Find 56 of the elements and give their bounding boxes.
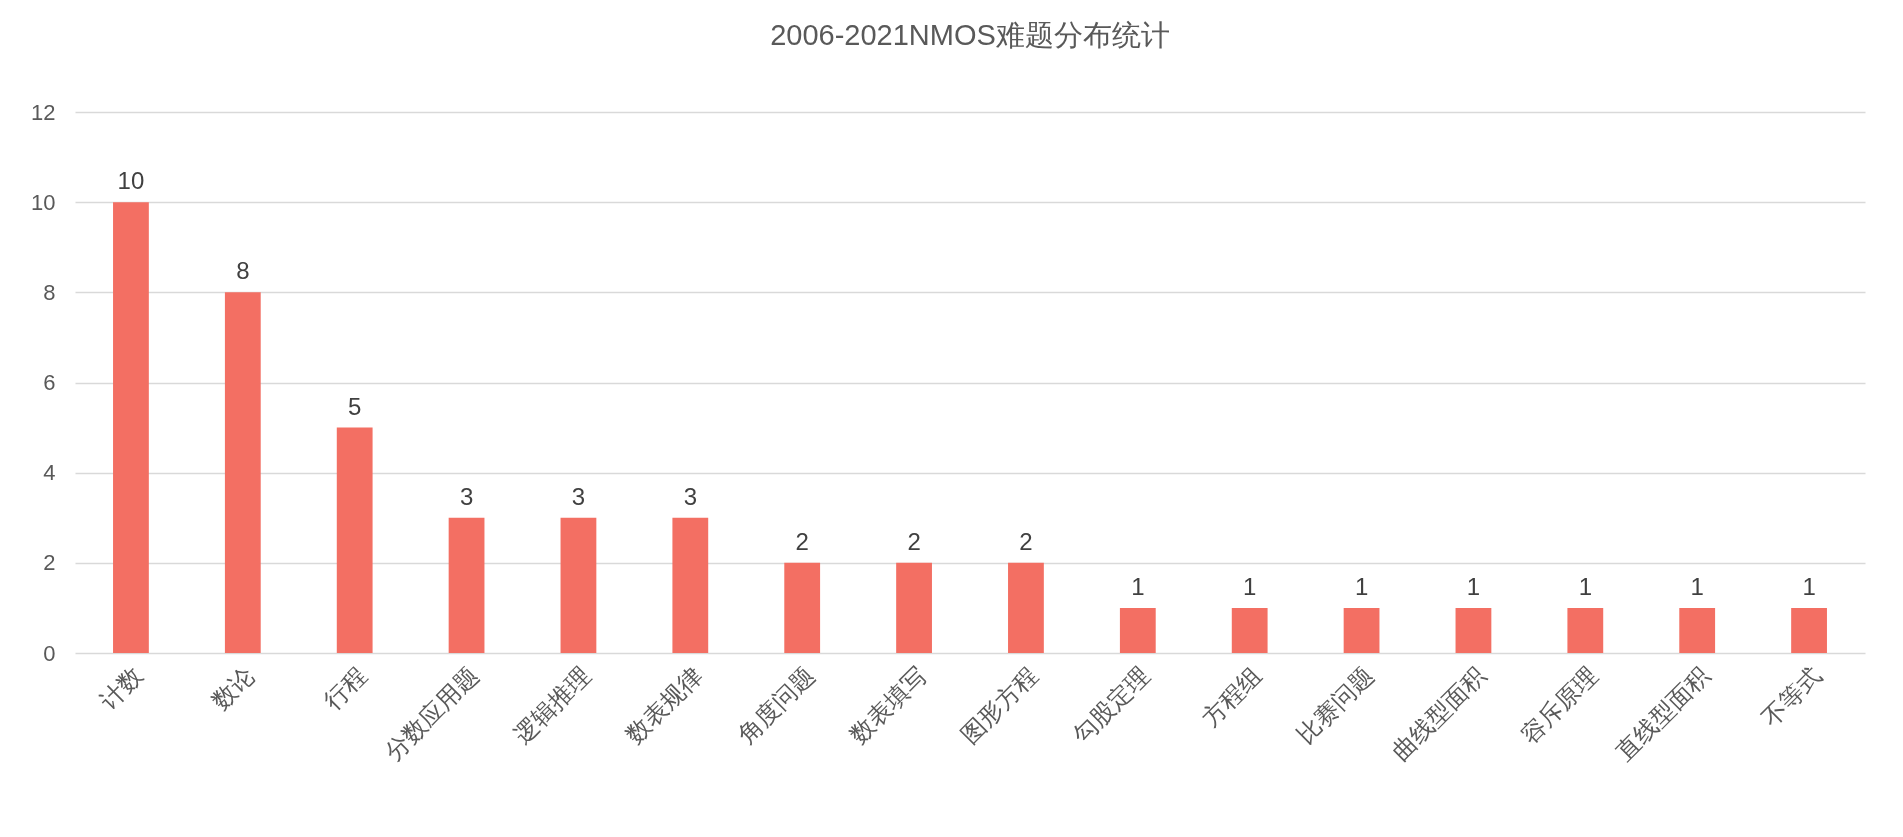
bar <box>672 517 709 653</box>
x-tick-label: 行程 <box>318 661 372 715</box>
x-tick-label: 不等式 <box>1756 661 1827 732</box>
data-label: 10 <box>117 167 145 195</box>
x-tick-label: 方程组 <box>1196 661 1267 732</box>
bar <box>1455 607 1492 653</box>
x-tick-label: 直线型面积 <box>1610 661 1715 766</box>
bar <box>224 292 261 653</box>
x-tick-label: 数表填写 <box>844 661 932 749</box>
y-tick-label: 0 <box>43 640 56 666</box>
data-label: 3 <box>683 482 697 510</box>
data-label: 2 <box>1019 527 1033 555</box>
y-tick-label: 6 <box>43 370 56 395</box>
data-label: 3 <box>571 482 586 510</box>
bar <box>1008 562 1044 653</box>
data-label: 3 <box>459 482 474 510</box>
bar <box>448 517 485 653</box>
x-tick-label: 数论 <box>206 661 260 715</box>
y-tick-label: 12 <box>31 99 56 125</box>
bar <box>1679 607 1716 653</box>
data-label: 1 <box>1466 572 1481 600</box>
y-tick-label: 10 <box>31 189 56 215</box>
bar <box>1791 607 1827 653</box>
bar <box>1119 607 1156 653</box>
data-label: 8 <box>236 257 250 285</box>
bar <box>1567 607 1604 653</box>
data-label: 1 <box>1131 572 1145 600</box>
y-tick-label: 8 <box>43 279 56 305</box>
x-tick-label: 计数 <box>94 661 148 715</box>
data-label: 5 <box>348 392 362 420</box>
x-tick-label: 分数应用题 <box>379 661 484 766</box>
y-tick-label: 2 <box>43 550 56 576</box>
bar <box>896 562 932 653</box>
data-label: 1 <box>1578 572 1592 600</box>
x-tick-label: 容斥原理 <box>1515 661 1603 749</box>
x-tick-label: 比赛问题 <box>1291 661 1379 749</box>
bar <box>336 427 373 653</box>
bar <box>784 562 821 653</box>
data-label: 2 <box>795 527 809 555</box>
data-label: 2 <box>907 527 921 555</box>
bar <box>1343 607 1380 653</box>
y-tick-label: 4 <box>43 460 56 486</box>
x-tick-label: 曲线型面积 <box>1386 661 1491 766</box>
bar <box>1231 607 1268 653</box>
x-tick-label: 勾股定理 <box>1067 661 1155 749</box>
data-label: 1 <box>1802 572 1816 600</box>
bar <box>560 517 597 653</box>
data-label: 1 <box>1243 572 1257 600</box>
x-tick-label: 数表规律 <box>620 661 708 749</box>
x-tick-label: 角度问题 <box>732 661 820 749</box>
data-label: 1 <box>1690 572 1704 600</box>
x-tick-label: 逻辑推理 <box>508 661 596 749</box>
chart-title: 2006-2021NMOS难题分布统计 <box>770 19 1170 51</box>
bar <box>113 202 149 653</box>
data-label: 1 <box>1354 572 1369 600</box>
x-tick-label: 图形方程 <box>955 661 1043 749</box>
